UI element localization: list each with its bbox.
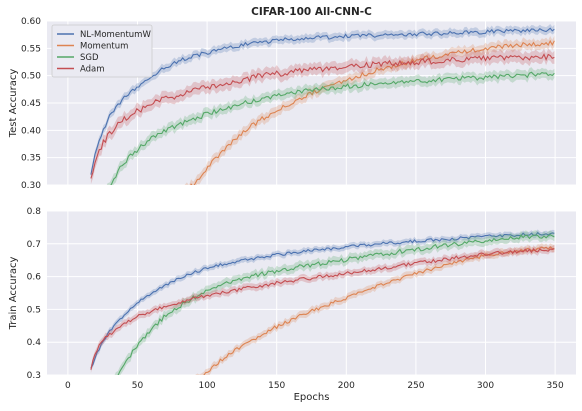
grid-lines <box>47 20 576 186</box>
y-tick-label: 0.4 <box>27 338 42 348</box>
series-line-sgd <box>117 234 555 375</box>
x-tick-label: 250 <box>407 381 424 391</box>
series-line-adam <box>90 247 555 370</box>
series-line-adam <box>90 53 555 179</box>
grid-lines <box>47 210 576 376</box>
tick-labels: 0.30 0.35 0.40 0.45 0.50 0.55 0.60 <box>21 17 41 191</box>
y-tick-label: 0.3 <box>27 371 41 381</box>
x-tick-label: 50 <box>132 381 144 391</box>
x-tick-label: 350 <box>547 381 564 391</box>
x-axis-label: Epochs <box>294 392 330 403</box>
x-tick-label: 150 <box>268 381 285 391</box>
x-tick-label: 100 <box>198 381 215 391</box>
tick-labels: 0.3 0.4 0.5 0.6 0.7 0.8 0 50 100 150 200 250 300 350 <box>27 207 564 391</box>
series-line-momentum <box>203 246 555 375</box>
y-tick-label: 0.60 <box>21 17 41 27</box>
test-accuracy-subplot: 0.30 0.35 0.40 0.45 0.50 0.55 0.60 CIFAR-100 A… <box>8 6 576 191</box>
y-tick-label: 0.30 <box>21 181 41 191</box>
legend-entry: NL-MomentumW <box>80 30 151 40</box>
legend-entry: Adam <box>80 65 105 75</box>
chart-title: CIFAR-100 All-CNN-C <box>251 6 372 18</box>
y-tick-label: 0.6 <box>27 273 42 283</box>
confidence-band <box>106 67 555 185</box>
train-accuracy-subplot: 0.30.40.50.60.70.80 50 100 150 200 250 300 350 … <box>8 207 576 403</box>
y-tick-label: 0.45 <box>21 99 41 109</box>
legend-entry: Momentum <box>80 42 128 52</box>
y-tick-label: 0.40 <box>21 126 41 136</box>
x-tick-label: 0 <box>65 381 71 391</box>
y-tick-label: 0.50 <box>21 72 41 82</box>
series-line-nl-momentumw <box>90 27 555 175</box>
y-tick-label: 0.7 <box>27 240 41 250</box>
y-axis-label: Test Accuracy <box>8 69 19 139</box>
series-line-nl-momentumw <box>90 231 555 369</box>
y-tick-label: 0.5 <box>27 305 41 315</box>
legend-box <box>51 24 153 78</box>
plot-area-background <box>47 211 576 375</box>
confidence-band <box>114 230 555 375</box>
series-line-sgd <box>110 71 555 185</box>
y-tick-label: 0.55 <box>21 44 41 54</box>
y-tick-label: 0.8 <box>27 207 42 217</box>
x-tick-label: 200 <box>338 381 355 391</box>
series-line-momentum <box>190 39 555 185</box>
y-axis-label: Train Accuracy <box>8 257 19 331</box>
y-tick-label: 0.35 <box>21 154 41 164</box>
x-tick-label: 300 <box>477 381 494 391</box>
legend-entry: SGD <box>80 53 99 63</box>
confidence-band <box>90 48 555 185</box>
